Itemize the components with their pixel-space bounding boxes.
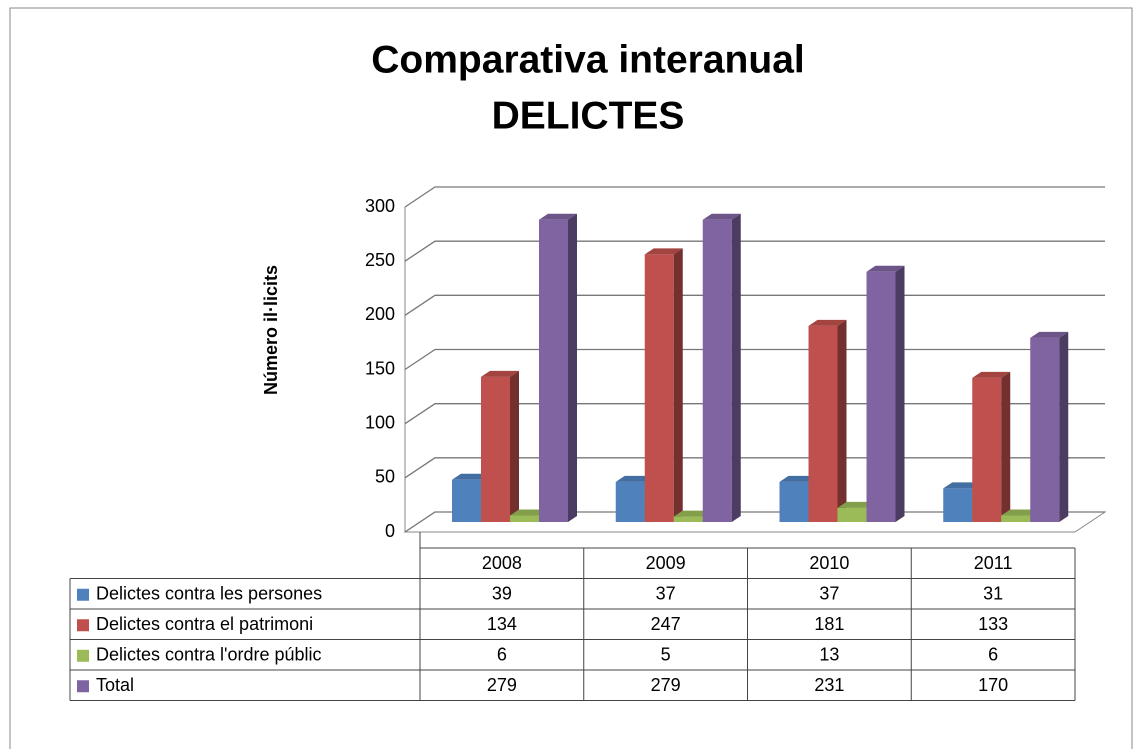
bar-front bbox=[481, 376, 510, 522]
table-value: 37 bbox=[656, 584, 676, 604]
legend-label: Delictes contra el patrimoni bbox=[96, 614, 313, 634]
table-value: 6 bbox=[497, 645, 507, 665]
bar-front bbox=[510, 515, 539, 522]
bar-top bbox=[539, 213, 577, 220]
bar-side bbox=[1059, 331, 1069, 522]
bar-front bbox=[702, 219, 732, 522]
bar-front bbox=[673, 516, 703, 522]
bar-front bbox=[779, 481, 809, 522]
bar-side bbox=[510, 370, 519, 522]
y-axis-title: Número il·licits bbox=[261, 265, 281, 395]
bar-front bbox=[1030, 337, 1060, 522]
bar-top bbox=[481, 370, 519, 377]
table-value: 247 bbox=[651, 614, 681, 634]
table-value: 13 bbox=[819, 645, 839, 665]
bar-top bbox=[972, 371, 1011, 378]
bar-top bbox=[779, 475, 818, 482]
bar-front bbox=[644, 254, 674, 522]
legend-label: Delictes contra l'ordre públic bbox=[96, 645, 322, 665]
legend-key bbox=[77, 649, 89, 662]
y-tick-label: 100 bbox=[365, 412, 395, 432]
bar-top bbox=[615, 475, 654, 482]
bar-top bbox=[644, 248, 683, 255]
table-value: 279 bbox=[487, 675, 517, 695]
bar-side bbox=[895, 265, 905, 522]
bar-front bbox=[539, 219, 568, 522]
table-value: 39 bbox=[492, 584, 512, 604]
chart-title: Comparativa interanual bbox=[371, 38, 804, 81]
table-value: 181 bbox=[814, 614, 844, 634]
x-tick-label: 2008 bbox=[482, 553, 522, 573]
table-value: 5 bbox=[661, 645, 671, 665]
bar-top bbox=[452, 473, 490, 480]
bar bbox=[644, 248, 683, 522]
bar-front bbox=[972, 377, 1002, 522]
bar-top bbox=[1030, 331, 1069, 338]
bar-top bbox=[943, 482, 982, 489]
bar bbox=[481, 370, 519, 522]
y-tick-label: 200 bbox=[365, 304, 395, 324]
bar-side bbox=[568, 213, 577, 522]
y-tick-label: 0 bbox=[385, 521, 395, 541]
bar bbox=[866, 265, 905, 522]
bar-top bbox=[866, 265, 905, 272]
bar-front bbox=[1001, 515, 1031, 522]
bar bbox=[1030, 331, 1069, 522]
bar-side bbox=[1001, 371, 1011, 522]
table-value: 170 bbox=[978, 675, 1008, 695]
bar-top bbox=[808, 319, 847, 326]
bar bbox=[972, 371, 1011, 522]
bar-top bbox=[1001, 509, 1040, 516]
table-value: 31 bbox=[983, 584, 1003, 604]
legend-label: Total bbox=[96, 675, 134, 695]
bar-side bbox=[837, 319, 847, 522]
table-value: 133 bbox=[978, 614, 1008, 634]
y-tick-label: 50 bbox=[375, 467, 395, 487]
bar-front bbox=[808, 325, 838, 522]
bar-top bbox=[673, 510, 712, 517]
legend-key bbox=[77, 588, 89, 601]
y-tick-label: 300 bbox=[365, 196, 395, 216]
legend-key bbox=[77, 680, 89, 693]
x-tick-label: 2010 bbox=[809, 553, 849, 573]
bar bbox=[539, 213, 577, 522]
bar-top bbox=[702, 213, 741, 220]
y-tick-label: 250 bbox=[365, 250, 395, 270]
table-value: 6 bbox=[988, 645, 998, 665]
bar-front bbox=[866, 271, 896, 522]
bar-front bbox=[837, 507, 867, 522]
bar-side bbox=[731, 213, 741, 522]
legend-label: Delictes contra les persones bbox=[96, 584, 322, 604]
x-tick-label: 2011 bbox=[974, 553, 1013, 573]
bar-front bbox=[452, 479, 481, 522]
chart-title: DELICTES bbox=[492, 94, 685, 137]
table-value: 37 bbox=[819, 584, 839, 604]
bar-front bbox=[943, 488, 973, 522]
bar-top bbox=[837, 501, 876, 508]
legend-key bbox=[77, 619, 89, 632]
bar-top bbox=[510, 509, 548, 516]
grid-line bbox=[404, 186, 1105, 208]
table-value: 279 bbox=[651, 675, 681, 695]
y-tick-label: 150 bbox=[365, 358, 395, 378]
table-value: 231 bbox=[814, 675, 844, 695]
bar-side bbox=[673, 248, 683, 522]
bar bbox=[702, 213, 741, 522]
grid-line bbox=[404, 240, 1105, 262]
bar-front bbox=[615, 481, 645, 522]
table-value: 134 bbox=[487, 614, 517, 634]
x-tick-label: 2009 bbox=[646, 553, 686, 573]
bar bbox=[808, 319, 847, 522]
